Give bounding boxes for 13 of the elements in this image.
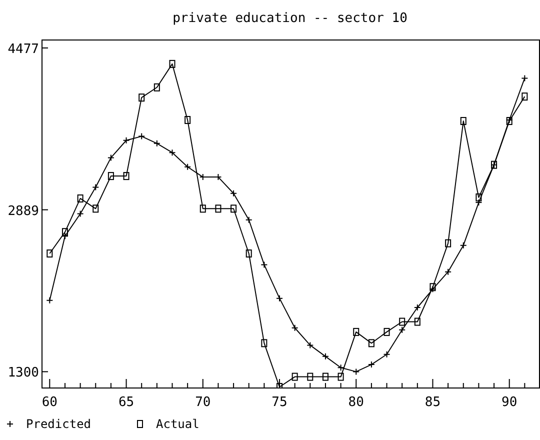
- y-tick-label: 2889: [8, 204, 39, 219]
- chart-title: private education -- sector 10: [172, 11, 408, 26]
- x-tick-label: 65: [118, 395, 134, 410]
- x-tick-label: 75: [272, 395, 288, 410]
- y-tick-label: 4477: [8, 42, 39, 57]
- x-tick-label: 70: [195, 395, 211, 410]
- x-tick-label: 85: [424, 395, 441, 410]
- x-tick-label: 90: [502, 395, 518, 410]
- legend-label: Actual: [156, 417, 200, 431]
- y-tick-label: 1300: [8, 366, 39, 381]
- legend-label: Predicted: [26, 417, 92, 431]
- x-tick-label: 60: [42, 395, 58, 410]
- x-tick-label: 80: [348, 395, 364, 410]
